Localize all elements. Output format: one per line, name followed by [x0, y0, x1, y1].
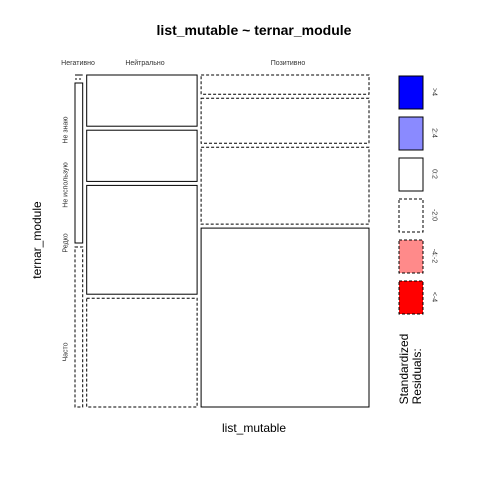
- legend-label-neg4-neg2: -4:-2: [430, 248, 438, 264]
- mosaic-tile-2-3: [200, 227, 370, 408]
- legend-title: Standardized Residuals:: [397, 334, 424, 405]
- legend-swatch-3: [398, 198, 424, 233]
- mosaic-tile-0-3: [74, 246, 84, 408]
- column-label-neutral: Нейтрально: [125, 60, 165, 67]
- column-label-positive: Позитивно: [270, 60, 306, 67]
- mosaic-tile-1-1: [86, 129, 198, 182]
- legend-label-neg2-0: -2:0: [430, 208, 438, 222]
- legend-label-0-2: 0:2: [430, 169, 438, 179]
- legend-title-line2: Residuals:: [410, 348, 424, 405]
- legend-swatch-0: [398, 75, 424, 110]
- legend-label-2-4: 2:4: [430, 128, 438, 138]
- legend-swatch-2: [398, 157, 424, 192]
- column-label-negative: Негативно: [61, 60, 95, 67]
- mosaic-tile-0-2: [74, 82, 84, 244]
- legend-swatch-1: [398, 116, 424, 151]
- mosaic-tile-1-0: [86, 74, 198, 127]
- mosaic-tile-2-0: [200, 74, 370, 95]
- legend-swatch-4: [398, 239, 424, 274]
- mosaic-tile-1-3: [86, 297, 198, 408]
- mosaic-tile-2-2: [200, 146, 370, 225]
- x-axis-label: list_mutable: [221, 421, 287, 435]
- legend-swatch-5: [398, 280, 424, 315]
- legend-label-lt-neg4: <-4: [430, 291, 438, 303]
- mosaic-tile-2-1: [200, 97, 370, 144]
- chart-title: list_mutable ~ ternar_module: [156, 22, 352, 38]
- mosaic-tile-1-2: [86, 184, 198, 295]
- legend-label-gt4: >4: [430, 88, 438, 96]
